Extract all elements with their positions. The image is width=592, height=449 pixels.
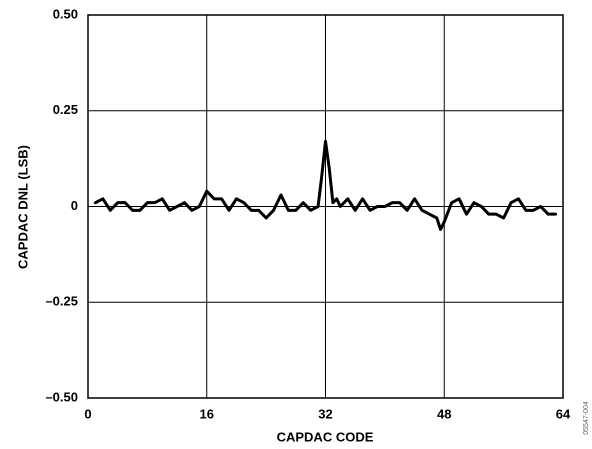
x-tick-label: 32 <box>318 406 332 421</box>
figure-code: 05547-004 <box>583 401 590 435</box>
y-tick-label: 0.25 <box>53 102 78 117</box>
y-axis-label: CAPDAC DNL (LSB) <box>15 145 30 269</box>
data-line <box>93 139 558 231</box>
y-tick-label: –0.50 <box>45 389 78 404</box>
y-tick-label: 0.50 <box>53 6 78 21</box>
x-tick-label: 16 <box>200 406 214 421</box>
y-tick-label: 0 <box>71 198 78 213</box>
y-tick-label: –0.25 <box>45 294 78 309</box>
x-axis-label: CAPDAC CODE <box>277 429 374 444</box>
x-tick-label: 64 <box>556 406 571 421</box>
x-tick-label: 0 <box>84 406 91 421</box>
x-tick-label: 48 <box>437 406 451 421</box>
